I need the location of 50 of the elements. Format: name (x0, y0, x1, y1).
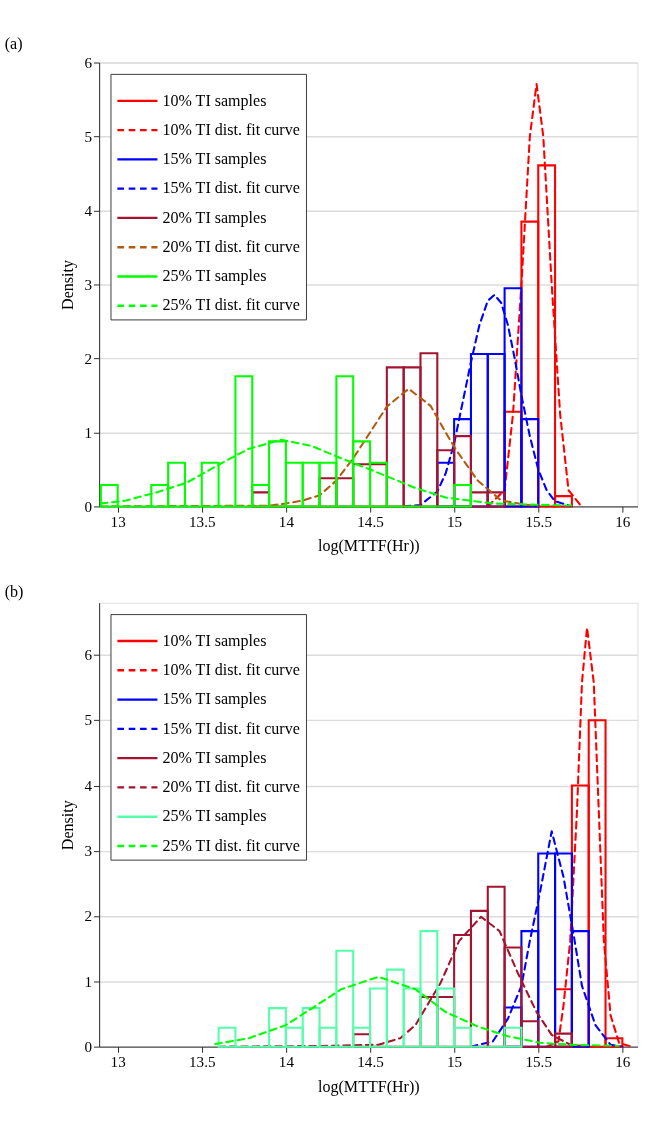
legend-label: 10% TI samples (162, 631, 267, 650)
legend-label: 10% TI samples (162, 91, 267, 110)
legend-label: 10% TI dist. fit curve (162, 661, 300, 679)
legend-label: 20% TI samples (162, 748, 267, 767)
x-axis-title: log(MTTF(Hr)) (318, 1077, 420, 1096)
x-axis-title: log(MTTF(Hr)) (318, 537, 420, 556)
legend-label: 25% TI samples (162, 807, 267, 826)
x-tick-label: 15.5 (525, 1053, 552, 1070)
y-tick-label: 0 (84, 1038, 93, 1055)
x-tick-label: 15 (447, 513, 463, 530)
legend-label: 15% TI dist. fit curve (162, 179, 300, 197)
y-tick-label: 5 (84, 128, 93, 145)
y-tick-label: 1 (84, 973, 93, 990)
x-tick-label: 14 (278, 513, 295, 530)
chart-title: (a) (4, 35, 23, 54)
y-tick-label: 4 (84, 202, 93, 219)
x-tick-label: 14 (278, 1053, 295, 1070)
x-tick-label: 14.5 (357, 1053, 384, 1070)
legend-label: 20% TI samples (162, 208, 267, 227)
x-tick-label: 13 (110, 513, 126, 530)
x-tick-label: 16 (615, 1053, 631, 1070)
y-tick-label: 3 (84, 843, 93, 860)
y-axis-title: Density (59, 800, 78, 851)
y-tick-label: 6 (84, 647, 93, 664)
legend-label: 10% TI dist. fit curve (162, 120, 300, 138)
y-tick-label: 1 (84, 424, 93, 441)
y-tick-label: 4 (84, 777, 93, 794)
legend-label: 25% TI dist. fit curve (162, 836, 300, 854)
legend-label: 20% TI dist. fit curve (162, 778, 300, 796)
x-tick-label: 13.5 (189, 513, 216, 530)
y-tick-label: 2 (84, 908, 93, 925)
x-tick-label: 13 (110, 1053, 126, 1070)
x-tick-label: 16 (615, 513, 631, 530)
chart-title: (b) (4, 583, 24, 602)
x-tick-label: 15.5 (525, 513, 552, 530)
x-tick-label: 14.5 (357, 513, 384, 530)
legend-label: 25% TI dist. fit curve (162, 296, 300, 314)
legend-label: 20% TI dist. fit curve (162, 237, 300, 255)
y-axis-title: Density (59, 260, 78, 310)
y-tick-label: 5 (84, 712, 93, 729)
y-tick-label: 0 (84, 498, 93, 515)
x-tick-label: 15 (447, 1053, 463, 1070)
y-tick-label: 3 (84, 276, 93, 293)
legend-label: 15% TI dist. fit curve (162, 719, 300, 737)
legend-label: 15% TI samples (162, 690, 267, 709)
y-tick-label: 6 (84, 54, 93, 71)
x-tick-label: 13.5 (189, 1053, 216, 1070)
legend-label: 15% TI samples (162, 150, 267, 169)
y-tick-label: 2 (84, 350, 93, 367)
legend-label: 25% TI samples (162, 267, 267, 286)
